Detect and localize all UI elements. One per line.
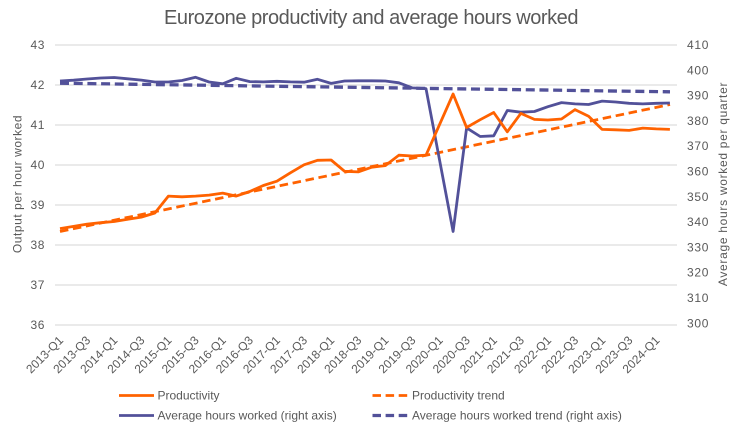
svg-text:41: 41: [30, 118, 45, 132]
svg-text:310: 310: [687, 291, 709, 305]
svg-text:Output per hour worked: Output per hour worked: [11, 115, 25, 253]
svg-text:Eurozone productivity and aver: Eurozone productivity and average hours …: [164, 7, 578, 29]
svg-text:Average hours worked per quart: Average hours worked per quarter: [716, 82, 730, 286]
svg-text:Average hours worked (right ax: Average hours worked (right axis): [158, 409, 337, 423]
svg-text:360: 360: [687, 165, 709, 179]
svg-text:370: 370: [687, 139, 709, 153]
svg-text:410: 410: [687, 38, 709, 52]
svg-text:340: 340: [687, 215, 709, 229]
svg-text:320: 320: [687, 266, 709, 280]
svg-text:400: 400: [687, 63, 709, 77]
svg-text:36: 36: [30, 318, 45, 332]
svg-text:390: 390: [687, 89, 709, 103]
svg-text:300: 300: [687, 316, 709, 330]
svg-text:37: 37: [30, 278, 45, 292]
svg-text:350: 350: [687, 190, 709, 204]
svg-text:Productivity: Productivity: [158, 389, 220, 403]
svg-text:43: 43: [30, 38, 45, 52]
svg-text:Productivity trend: Productivity trend: [412, 389, 505, 403]
svg-text:Average hours worked trend (ri: Average hours worked trend (right axis): [412, 409, 622, 423]
svg-text:40: 40: [30, 158, 45, 172]
svg-text:42: 42: [30, 78, 45, 92]
svg-text:330: 330: [687, 240, 709, 254]
svg-text:38: 38: [30, 238, 45, 252]
svg-text:39: 39: [30, 198, 45, 212]
svg-text:380: 380: [687, 114, 709, 128]
